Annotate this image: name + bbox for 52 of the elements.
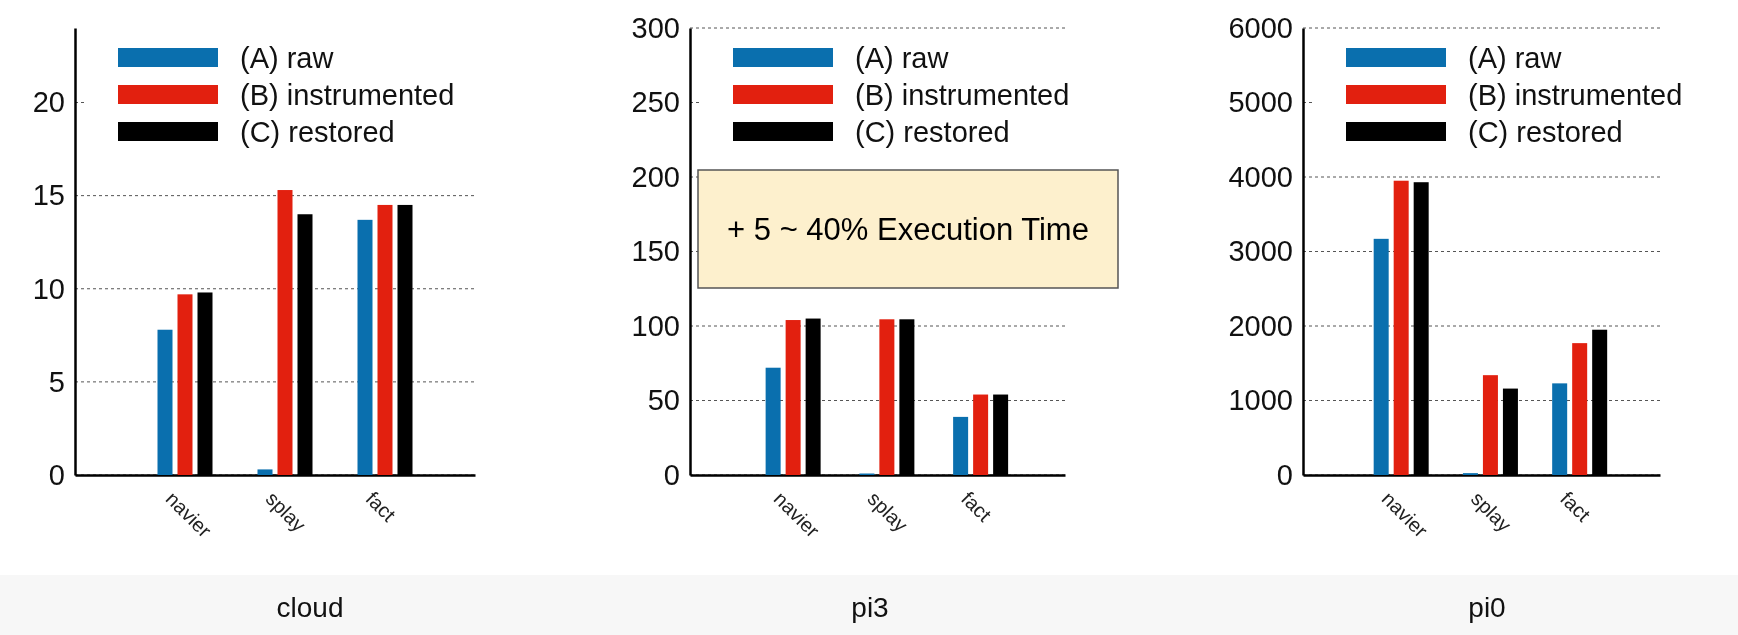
y-tick-label: 0 bbox=[1276, 458, 1293, 491]
x-axis-title: pi3 bbox=[851, 592, 889, 623]
annotation: + 5 ~ 40% Execution Time bbox=[727, 212, 1089, 247]
legend-label: (B) instrumented bbox=[240, 79, 455, 111]
legend-label: (B) instrumented bbox=[855, 79, 1070, 111]
bar bbox=[1572, 343, 1588, 475]
bar bbox=[1393, 180, 1409, 475]
bar bbox=[157, 329, 173, 475]
legend-label: (C) restored bbox=[855, 116, 1010, 148]
x-axis-title: pi0 bbox=[1468, 592, 1506, 623]
y-tick-label: 3000 bbox=[1228, 235, 1293, 268]
y-tick-label: 2000 bbox=[1228, 309, 1293, 342]
legend-label: (B) instrumented bbox=[1468, 79, 1683, 111]
legend-label: (C) restored bbox=[240, 116, 395, 148]
bar bbox=[277, 190, 293, 475]
bar bbox=[879, 319, 895, 475]
y-tick-label: 150 bbox=[631, 235, 680, 268]
y-tick-label: 10 bbox=[32, 272, 65, 305]
legend-label: (A) raw bbox=[240, 42, 335, 74]
y-tick-label: 5 bbox=[48, 365, 65, 398]
bar bbox=[973, 394, 989, 475]
y-tick-label: 15 bbox=[32, 179, 65, 212]
y-tick-label: 20 bbox=[32, 86, 65, 119]
y-tick-label: 5000 bbox=[1228, 86, 1293, 119]
y-tick-label: 0 bbox=[48, 458, 65, 491]
legend-label: (A) raw bbox=[855, 42, 950, 74]
bar bbox=[357, 219, 373, 475]
y-tick-label: 200 bbox=[631, 160, 680, 193]
x-tick-label: fact bbox=[957, 487, 996, 527]
bar bbox=[1552, 383, 1568, 475]
y-tick-label: 300 bbox=[631, 11, 680, 44]
x-tick-label: fact bbox=[361, 487, 401, 527]
legend-label: (C) restored bbox=[1468, 116, 1623, 148]
bar bbox=[953, 416, 969, 475]
bar bbox=[257, 469, 273, 475]
bar bbox=[785, 320, 801, 475]
x-tick-label: fact bbox=[1556, 487, 1595, 527]
callout-box: + 5 ~ 40% Execution Time bbox=[697, 169, 1119, 289]
y-tick-label: 100 bbox=[631, 309, 680, 342]
bar bbox=[765, 367, 781, 475]
y-tick-label: 0 bbox=[663, 458, 680, 491]
y-tick-label: 1000 bbox=[1228, 384, 1293, 417]
bar bbox=[1373, 238, 1389, 475]
y-tick-label: 4000 bbox=[1228, 160, 1293, 193]
x-axis-title: cloud bbox=[276, 592, 344, 623]
y-tick-label: 6000 bbox=[1228, 11, 1293, 44]
legend-label: (A) raw bbox=[1468, 42, 1563, 74]
y-tick-label: 50 bbox=[647, 384, 680, 417]
bar bbox=[177, 294, 193, 475]
y-tick-label: 250 bbox=[631, 86, 680, 119]
bar bbox=[377, 204, 393, 475]
bar bbox=[1482, 375, 1498, 475]
